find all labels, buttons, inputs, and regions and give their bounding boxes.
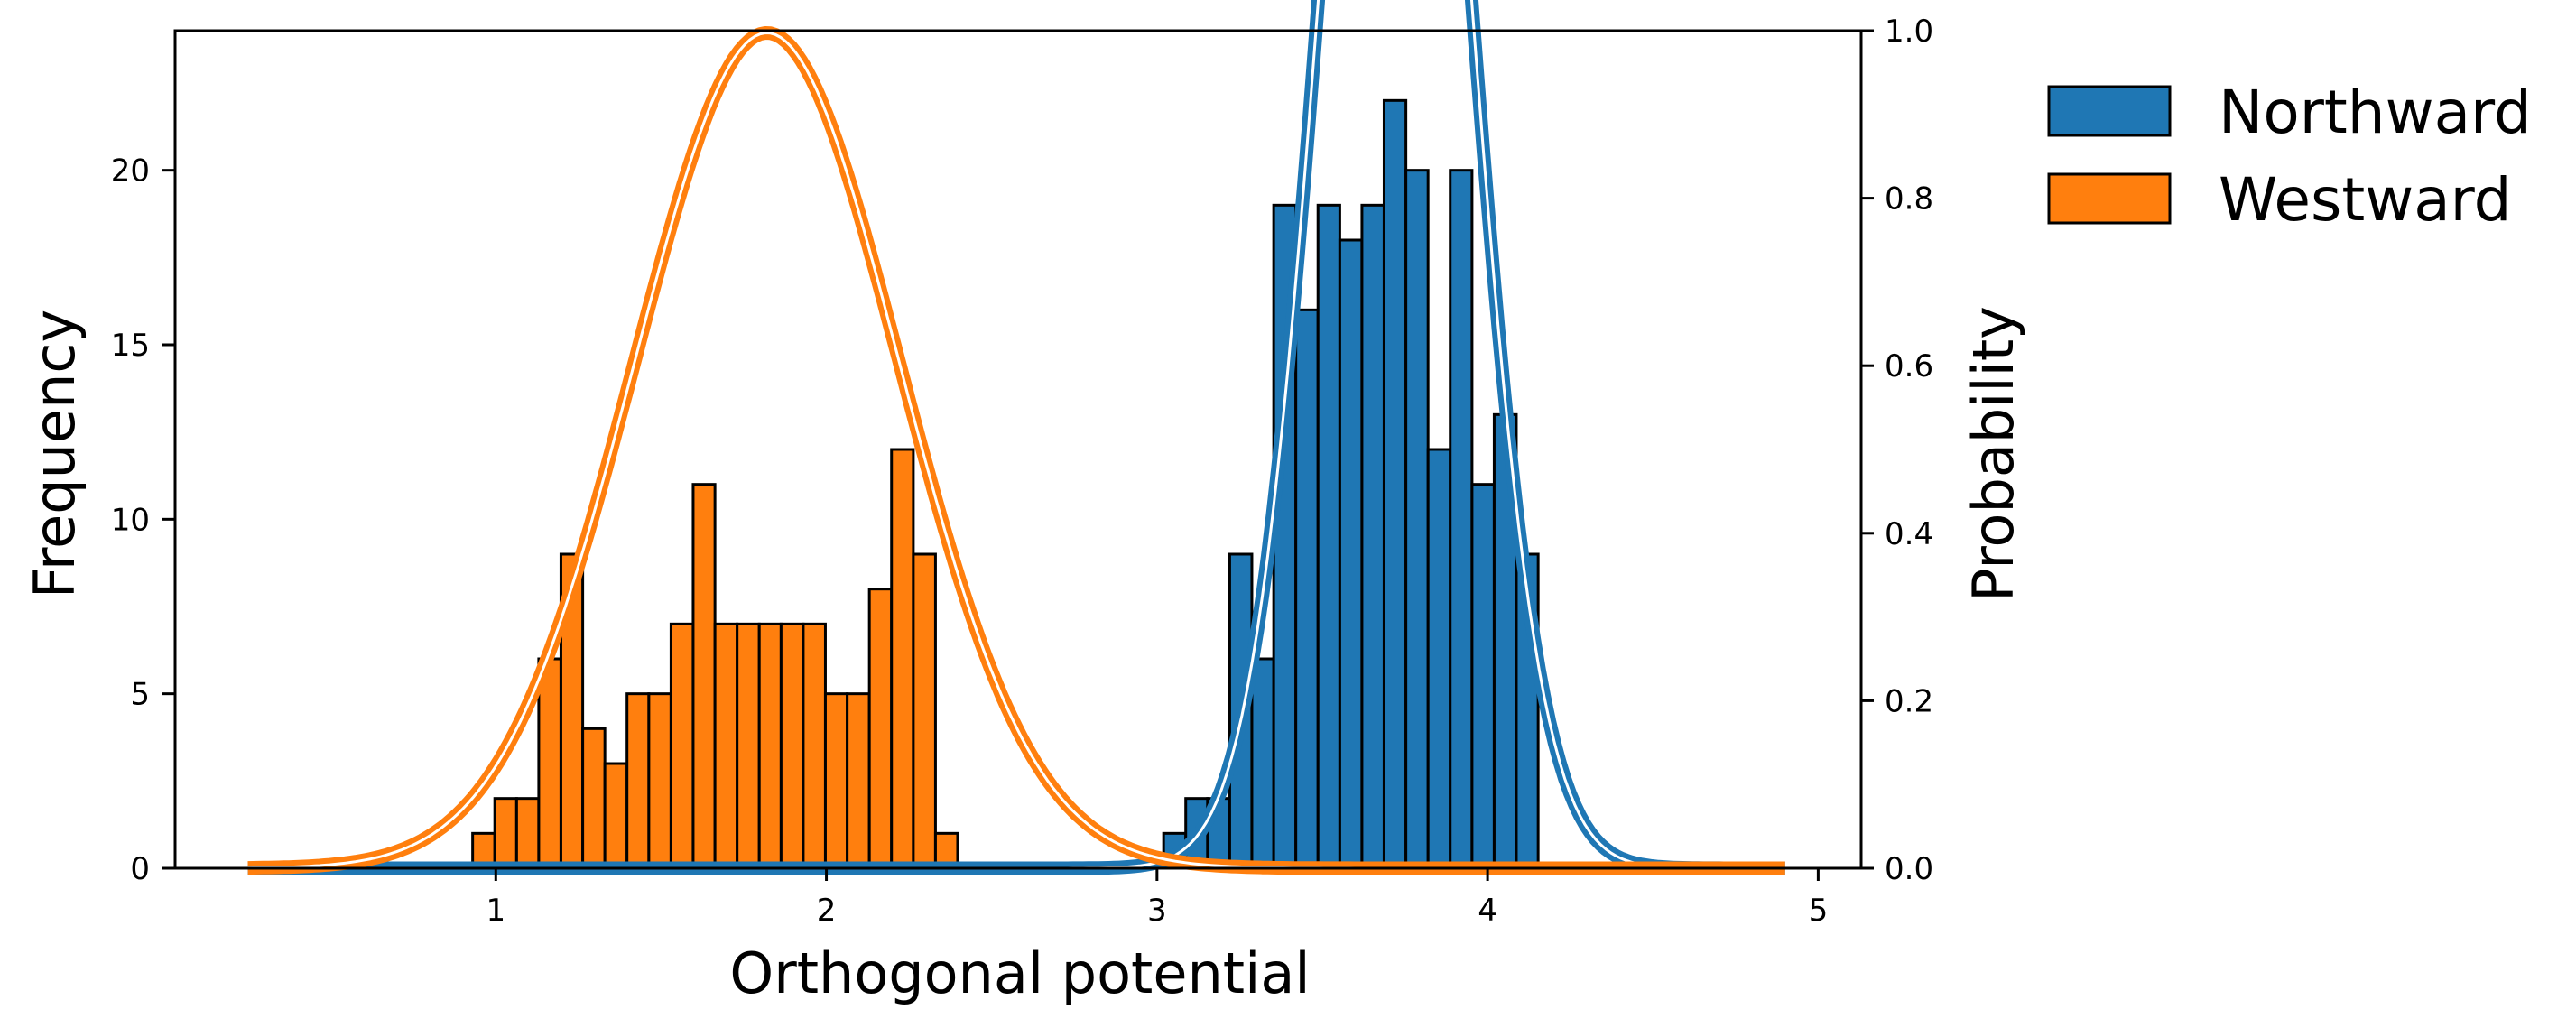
legend: Northward Westward xyxy=(2047,78,2532,235)
fit-curves xyxy=(246,0,1787,875)
right-axis-title: Probability xyxy=(1960,306,2026,602)
right-tick-label: 0.2 xyxy=(1885,683,1933,719)
y-tick-label: 5 xyxy=(130,677,150,713)
westward-bar xyxy=(514,797,541,870)
x-tick-label: 2 xyxy=(817,893,837,929)
westward-bar xyxy=(867,588,894,870)
legend-swatch-northward xyxy=(2047,85,2172,137)
westward-bar xyxy=(625,692,651,870)
westward-bar xyxy=(691,483,717,870)
x-tick-label: 4 xyxy=(1478,893,1497,929)
northward-bar xyxy=(1382,98,1408,870)
northward-bar xyxy=(1250,657,1275,870)
westward-bars xyxy=(471,448,959,870)
westward-bar xyxy=(757,622,783,870)
westward-bar xyxy=(713,622,739,870)
westward-bar xyxy=(736,622,761,870)
northward-bar xyxy=(1449,169,1474,870)
right-tick-label: 0.6 xyxy=(1885,348,1933,384)
westward-bar xyxy=(846,692,871,870)
westward-bar xyxy=(779,622,805,870)
y-tick-label: 20 xyxy=(111,153,150,190)
right-axis-ticks: 0.0 0.2 0.4 0.6 0.8 1.0 xyxy=(1861,14,1933,887)
right-tick-label: 0.8 xyxy=(1885,181,1933,218)
westward-bar xyxy=(493,797,518,870)
northward-bar xyxy=(1404,169,1430,870)
northward-bar xyxy=(1426,448,1452,870)
westward-bar xyxy=(603,762,629,870)
westward-bar xyxy=(669,622,695,870)
y-tick-label: 0 xyxy=(130,851,150,887)
right-tick-label: 1.0 xyxy=(1885,14,1933,50)
y-tick-label: 15 xyxy=(111,328,150,364)
right-tick-label: 0.0 xyxy=(1885,851,1933,887)
y-tick-label: 10 xyxy=(111,502,150,538)
legend-swatch-westward xyxy=(2047,172,2172,225)
westward-bar xyxy=(802,622,827,870)
right-tick-label: 0.4 xyxy=(1885,516,1933,552)
x-tick-label: 5 xyxy=(1809,893,1829,929)
westward-bar xyxy=(823,692,849,870)
westward-bar xyxy=(912,552,937,870)
westward-bar xyxy=(581,727,607,870)
northward-bar xyxy=(1338,238,1364,870)
x-axis-title: Orthogonal potential xyxy=(729,940,1310,1006)
legend-label-westward: Westward xyxy=(2219,165,2512,235)
westward-bar xyxy=(647,692,672,870)
y-axis-title: Frequency xyxy=(22,310,88,598)
legend-label-northward: Northward xyxy=(2219,78,2532,147)
northward-bar xyxy=(1294,308,1320,870)
x-tick-label: 1 xyxy=(486,893,505,929)
x-axis-ticks: 1 2 3 4 5 xyxy=(486,868,1828,929)
northward-bar xyxy=(1470,483,1496,870)
y-axis-ticks: 0 5 10 15 20 xyxy=(111,153,175,887)
plot-frame xyxy=(173,29,1863,870)
northward-bar xyxy=(1360,203,1385,870)
northward-bar xyxy=(1316,203,1341,870)
westward-bar xyxy=(537,657,562,870)
westward-bar xyxy=(890,448,915,870)
x-tick-label: 3 xyxy=(1147,893,1167,929)
